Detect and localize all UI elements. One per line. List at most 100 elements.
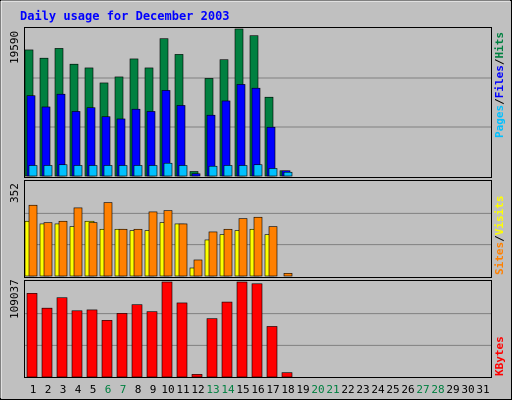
pages-bar [103, 165, 113, 177]
sites-bar [208, 231, 218, 277]
x-tick-label: 6 [105, 383, 112, 396]
kbytes-bar [56, 297, 68, 378]
sites-bar [223, 228, 233, 277]
sites-bar [103, 202, 113, 277]
files-bar [191, 173, 201, 177]
x-tick-label: 4 [75, 383, 82, 396]
x-tick-label: 27 [416, 383, 429, 396]
x-tick-label: 5 [90, 383, 97, 396]
hits-legend: Pages/Files/Hits [493, 32, 506, 138]
x-tick-label: 30 [461, 383, 474, 396]
x-tick-label: 10 [161, 383, 174, 396]
x-tick-label: 19 [296, 383, 309, 396]
files-bar [26, 95, 36, 177]
pages-bar [118, 165, 128, 177]
sites-bar [118, 228, 128, 277]
sites-bar [73, 207, 83, 277]
sites-bar [268, 226, 278, 277]
svg-text:KBytes: KBytes [493, 336, 506, 376]
legend-sep-3: / [493, 235, 506, 242]
pages-bar [58, 164, 68, 177]
pages-bar [238, 165, 248, 177]
kbytes-bar [26, 293, 38, 378]
sites-bar [163, 210, 173, 277]
legend-visits: Visits [493, 196, 506, 236]
legend-sep-2: / [493, 58, 506, 65]
svg-text:Pages/Files/Hits: Pages/Files/Hits [493, 32, 506, 138]
pages-bar [268, 168, 278, 177]
sites-bar [253, 216, 263, 277]
sites-bar [148, 211, 158, 277]
x-tick-label: 28 [431, 383, 444, 396]
kbytes-bar [116, 313, 128, 378]
chart-title: Daily usage for December 2003 [20, 9, 230, 23]
x-tick-label: 20 [311, 383, 324, 396]
pages-bar [43, 165, 53, 177]
pages-bar [133, 165, 143, 177]
kbytes-bar [191, 374, 203, 378]
files-bar [56, 93, 66, 177]
x-tick-label: 15 [236, 383, 249, 396]
sites-ymax-label: 352 [8, 183, 21, 203]
pages-bar [208, 165, 218, 177]
kbytes-bar [206, 318, 218, 378]
x-tick-label: 14 [221, 383, 235, 396]
sites-bar [133, 228, 143, 277]
pages-bar [88, 165, 98, 177]
kbytes-bar [41, 307, 53, 378]
pages-bar [28, 165, 38, 177]
legend-pages: Pages [493, 105, 506, 138]
pages-bar [178, 165, 188, 177]
kbytes-bar [236, 281, 248, 378]
sites-bar [28, 204, 38, 277]
files-bar [221, 100, 231, 177]
kbytes-bar [161, 281, 173, 378]
hits-ymax-label: 19590 [8, 31, 21, 64]
pages-bar [148, 165, 158, 177]
files-bar [236, 84, 246, 177]
x-tick-label: 7 [120, 383, 127, 396]
bars-layer [24, 28, 293, 378]
kbytes-ymax-label: 109037 [8, 279, 21, 319]
x-tick-label: 16 [251, 383, 264, 396]
x-tick-label: 1 [30, 383, 37, 396]
legend-hits: Hits [493, 32, 506, 59]
kbytes-bar [71, 310, 83, 378]
x-tick-label: 23 [356, 383, 369, 396]
legend-sites: Sites [493, 242, 506, 275]
x-tick-label: 13 [206, 383, 219, 396]
x-tick-label: 12 [191, 383, 204, 396]
kbytes-bar [251, 283, 263, 378]
x-tick-label: 25 [386, 383, 399, 396]
x-tick-label: 8 [135, 383, 142, 396]
pages-bar [253, 164, 263, 177]
sites-bar [283, 273, 293, 277]
kbytes-bar [266, 326, 278, 378]
x-tick-label: 31 [476, 383, 489, 396]
x-tick-label: 18 [281, 383, 294, 396]
x-tick-label: 17 [266, 383, 279, 396]
x-tick-label: 29 [446, 383, 459, 396]
sites-bar [238, 218, 248, 277]
x-tick-label: 26 [401, 383, 414, 396]
pages-bar [223, 165, 233, 177]
sites-bar [88, 222, 98, 277]
sites-bar [193, 259, 203, 277]
pages-bar [283, 171, 293, 177]
x-axis-labels: 1 2 3 4 5 6 7 8 9 10 11 12 13 14 15 16 17 18 19 20 21 22 23 24 2… [30, 383, 490, 396]
sites-bar [178, 223, 188, 277]
legend-kbytes: KBytes [493, 336, 506, 376]
pages-bar [163, 162, 173, 177]
x-tick-label: 24 [371, 383, 385, 396]
sites-bar [58, 220, 68, 277]
x-tick-label: 21 [326, 383, 339, 396]
kbytes-legend: KBytes [493, 336, 506, 376]
sites-legend: Sites/Visits [493, 196, 506, 276]
x-tick-label: 11 [176, 383, 189, 396]
pages-bar [73, 165, 83, 177]
kbytes-bar [281, 372, 293, 378]
kbytes-bar [101, 320, 113, 378]
kbytes-bar [176, 302, 188, 378]
legend-files: Files [493, 65, 506, 98]
